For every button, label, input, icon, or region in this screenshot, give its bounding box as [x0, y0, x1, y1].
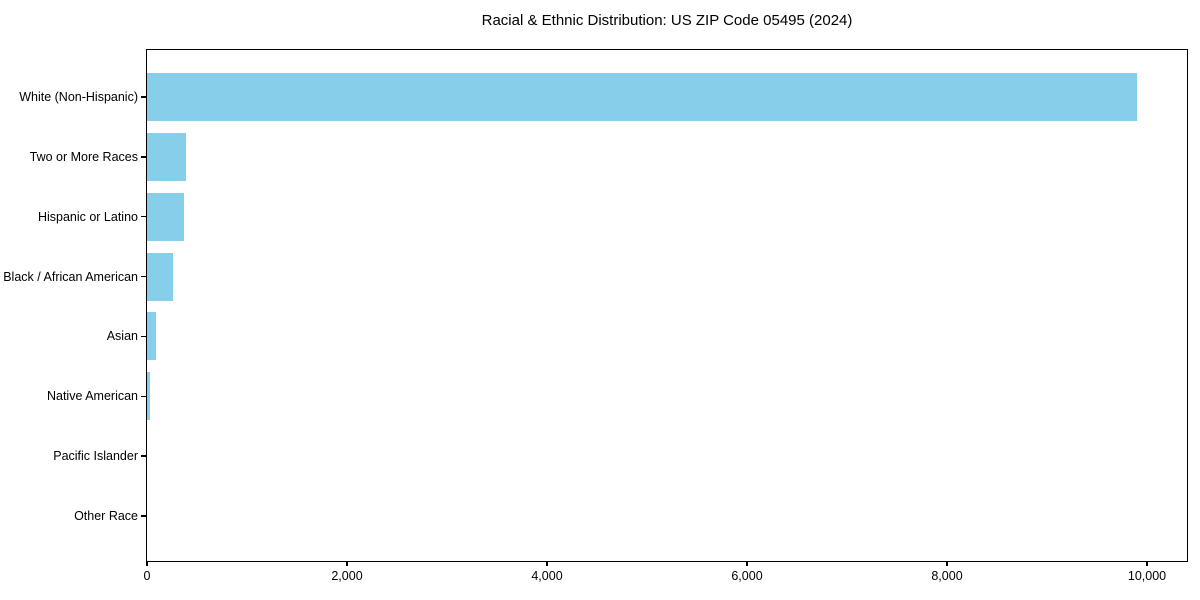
bar: [147, 312, 156, 361]
y-tick: [141, 395, 147, 397]
category-label: Pacific Islander: [53, 449, 138, 464]
x-tick-label: 4,000: [531, 569, 563, 583]
category-label: Native American: [46, 389, 138, 404]
bar: [147, 372, 150, 421]
x-tick: [1146, 561, 1148, 566]
category-label: Two or More Races: [29, 149, 138, 164]
x-tick-label: 8,000: [931, 569, 963, 583]
category-label: Asian: [106, 329, 138, 344]
y-tick: [141, 515, 147, 517]
bar: [147, 132, 186, 181]
x-tick: [346, 561, 348, 566]
bar: [147, 192, 184, 241]
plot-area: White (Non-Hispanic) Two or More Races His…: [3, 49, 1188, 583]
x-tick: [546, 561, 548, 566]
y-tick: [141, 335, 147, 338]
x-tick: [746, 561, 748, 566]
category-label: White (Non-Hispanic): [19, 90, 138, 104]
x-tick-label: 6,000: [731, 569, 763, 583]
category-label: Black / African American: [3, 269, 138, 284]
chart-title: Racial & Ethnic Distribution: US ZIP Cod…: [481, 12, 853, 29]
bar: [147, 252, 173, 301]
category-label: Hispanic or Latino: [37, 209, 138, 224]
x-tick-label: 10,000: [1127, 569, 1167, 583]
y-tick: [141, 96, 147, 98]
y-tick: [141, 216, 147, 218]
x-tick-label: 0: [143, 569, 151, 583]
category-label: Other Race: [74, 509, 138, 523]
y-tick: [141, 275, 147, 278]
x-tick: [146, 561, 148, 566]
x-tick-label: 2,000: [331, 569, 363, 583]
x-tick: [946, 561, 948, 566]
y-tick: [141, 455, 147, 457]
y-tick: [141, 156, 147, 158]
bar: [147, 73, 1137, 121]
